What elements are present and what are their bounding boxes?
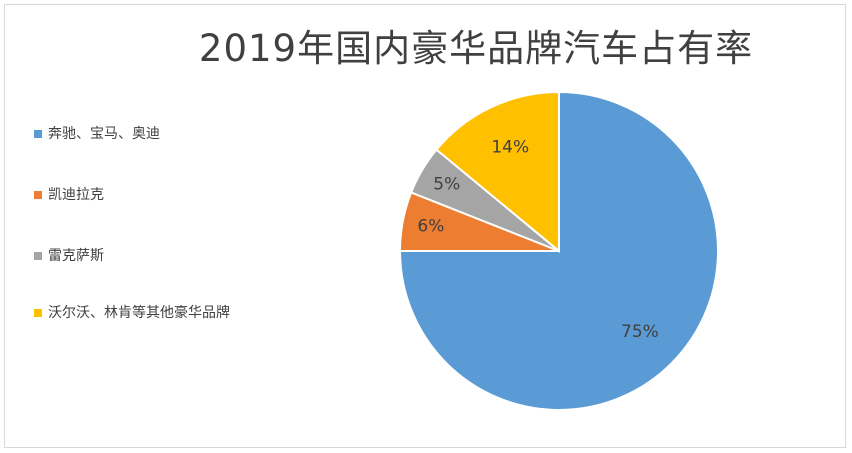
legend-swatch-2 [34,252,42,260]
legend-label-1: 凯迪拉克 [48,187,104,203]
legend-swatch-3 [34,309,42,317]
legend-item-2: 雷克萨斯 [34,246,248,266]
legend-swatch-0 [34,130,42,138]
legend-item-0: 奔驰、宝马、奥迪 [34,124,248,144]
legend-label-0: 奔驰、宝马、奥迪 [48,126,160,142]
legend-label-3: 沃尔沃、林肯等其他豪华品牌 [48,305,230,321]
chart-title: 2019年国内豪华品牌汽车占有率 [198,27,754,70]
legend-swatch-1 [34,191,42,199]
slice-label-3: 14% [491,137,529,157]
slice-label-0: 75% [621,322,659,342]
slice-label-1: 6% [417,217,444,237]
pie-slices [398,90,719,411]
pie-labels: 75% 6% 5% 14% [417,137,658,342]
slice-label-2: 5% [433,175,460,195]
pie-slice-3 [435,90,560,254]
legend-label-2: 雷克萨斯 [48,248,104,264]
legend-item-1: 凯迪拉克 [34,185,248,205]
legend-item-3: 沃尔沃、林肯等其他豪华品牌 [34,303,253,323]
